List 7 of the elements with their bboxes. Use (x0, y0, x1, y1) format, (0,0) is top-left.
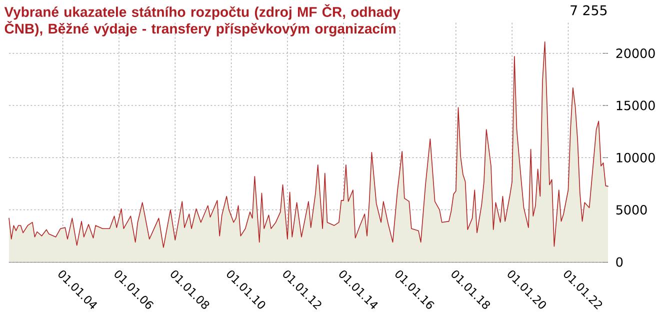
y-tick-label: 10000 (616, 152, 655, 162)
y-tick-label: 15000 (616, 100, 655, 110)
text: 7 255 (570, 5, 607, 16)
y-tick-label: 5000 (616, 205, 647, 215)
y-tick-label: 0 (616, 257, 623, 267)
y-tick-label: 20000 (616, 48, 655, 58)
chart-title: Vybrané ukazatele státního rozpočtu (zdroj MF ČR, odhady ČNB), Běžné výdaje - transfery příspěvkovým organizacím (4, 4, 400, 36)
